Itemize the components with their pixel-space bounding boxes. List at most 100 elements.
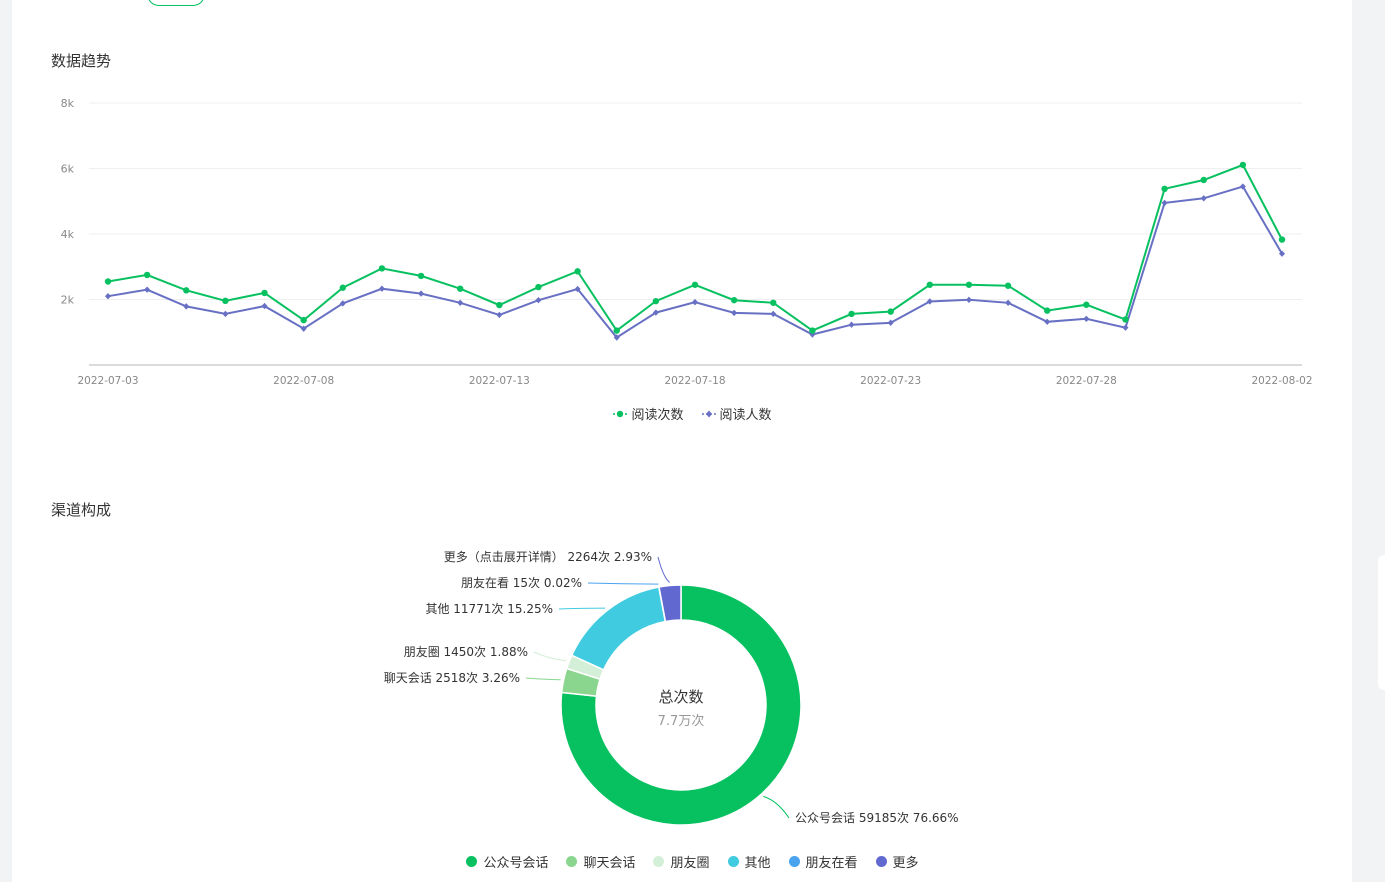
slice-label: 更多（点击展开详情） 2264次 2.93% — [444, 549, 652, 564]
data-point[interactable] — [652, 309, 659, 316]
legend-dot-icon — [875, 856, 887, 867]
data-point[interactable] — [378, 265, 386, 272]
data-point[interactable] — [1239, 183, 1246, 190]
data-point[interactable] — [848, 321, 855, 328]
data-point[interactable] — [1004, 282, 1012, 289]
data-point[interactable] — [1239, 161, 1247, 169]
data-point[interactable] — [104, 278, 112, 285]
side-tab[interactable] — [1378, 555, 1385, 690]
data-point[interactable] — [144, 286, 151, 293]
legend-item[interactable]: 聊天会话 — [566, 852, 635, 871]
slice-label: 朋友圈 1450次 1.88% — [404, 645, 528, 659]
data-point[interactable] — [378, 285, 385, 292]
legend-item[interactable]: 阅读人数 — [701, 404, 772, 423]
leader-line — [763, 795, 790, 819]
data-point[interactable] — [496, 301, 503, 309]
leader-line — [558, 607, 606, 610]
data-point[interactable] — [417, 272, 425, 280]
data-point[interactable] — [731, 309, 738, 317]
data-point[interactable] — [1161, 185, 1168, 193]
y-tick-label: 6k — [61, 163, 75, 176]
data-point[interactable] — [300, 316, 307, 324]
data-point[interactable] — [105, 293, 111, 300]
donut-slice[interactable] — [658, 584, 682, 623]
series-line-0 — [107, 163, 1283, 333]
data-point[interactable] — [1122, 316, 1129, 323]
legend-item[interactable]: 公众号会话 — [466, 852, 548, 871]
slice-label: 公众号会话 59185次 76.66% — [795, 811, 959, 825]
series-line-1 — [107, 185, 1283, 339]
data-point[interactable] — [1044, 307, 1051, 314]
data-point[interactable] — [770, 310, 777, 318]
data-point[interactable] — [1200, 176, 1207, 184]
legend-item[interactable]: 其他 — [727, 852, 771, 871]
data-point[interactable] — [535, 283, 542, 291]
data-point[interactable] — [457, 299, 464, 306]
data-point[interactable] — [887, 308, 894, 315]
data-point[interactable] — [457, 285, 464, 292]
data-point[interactable] — [1044, 318, 1051, 325]
y-tick-label: 2k — [61, 294, 75, 307]
data-point[interactable] — [691, 281, 699, 288]
data-point[interactable] — [613, 327, 620, 334]
data-point[interactable] — [143, 271, 151, 279]
data-point[interactable] — [965, 281, 973, 288]
top-filter-pill[interactable] — [147, 0, 205, 6]
data-point[interactable] — [770, 299, 777, 306]
x-tick-label: 2022-07-23 — [860, 375, 921, 387]
legend-item[interactable]: 阅读次数 — [613, 404, 684, 423]
donut-slice[interactable] — [570, 586, 667, 671]
data-point[interactable] — [887, 319, 894, 326]
data-point[interactable] — [1083, 301, 1090, 308]
data-point[interactable] — [1279, 250, 1285, 257]
data-point[interactable] — [1200, 195, 1207, 202]
data-point[interactable] — [574, 285, 581, 293]
data-point[interactable] — [965, 296, 972, 304]
trend-line-chart: 2k 4k 6k 8k 2022-07-03 2022-07-08 2022-07-13 20… — [61, 97, 1313, 387]
data-point[interactable] — [652, 297, 660, 305]
x-tick-label: 2022-07-18 — [664, 375, 725, 387]
data-point[interactable] — [261, 289, 268, 297]
data-point[interactable] — [613, 334, 620, 341]
donut-slice[interactable] — [560, 584, 802, 826]
data-point[interactable] — [222, 310, 229, 318]
data-point[interactable] — [1161, 199, 1168, 207]
x-tick-label: 2022-07-28 — [1056, 375, 1117, 387]
data-point[interactable] — [418, 290, 425, 297]
data-point[interactable] — [183, 303, 190, 310]
data-point[interactable] — [926, 281, 933, 288]
data-point[interactable] — [300, 325, 307, 332]
slice-label: 朋友在看 15次 0.02% — [461, 576, 582, 590]
data-point[interactable] — [222, 297, 229, 305]
data-point[interactable] — [339, 284, 346, 291]
data-point[interactable] — [261, 302, 268, 310]
legend-dot-icon — [466, 856, 478, 867]
data-point[interactable] — [496, 311, 503, 319]
data-point[interactable] — [1122, 324, 1129, 331]
slice-label: 其他 11771次 15.25% — [425, 602, 553, 616]
data-point[interactable] — [1083, 315, 1090, 323]
legend-dot-icon — [727, 856, 739, 867]
data-point[interactable] — [183, 287, 190, 294]
diamond-marker-icon — [701, 410, 716, 417]
legend-item[interactable]: 朋友在看 — [788, 852, 858, 871]
data-point[interactable] — [730, 296, 738, 304]
channel-legend: 公众号会话 聊天会话 朋友圈 其他 朋友在看 更多 — [0, 852, 1385, 871]
legend-item[interactable]: 更多 — [875, 852, 919, 871]
data-point[interactable] — [574, 268, 581, 275]
y-tick-label: 4k — [61, 228, 75, 241]
data-point[interactable] — [535, 296, 542, 304]
legend-dot-icon — [653, 856, 665, 867]
legend-label: 其他 — [744, 856, 771, 871]
data-point[interactable] — [1278, 236, 1286, 243]
x-tick-label: 2022-07-13 — [469, 375, 530, 387]
legend-dot-icon — [788, 856, 800, 867]
leader-line — [657, 556, 671, 583]
data-point[interactable] — [848, 310, 855, 318]
data-point[interactable] — [1005, 299, 1012, 306]
data-point[interactable] — [809, 327, 816, 334]
legend-item[interactable]: 朋友圈 — [653, 852, 710, 871]
data-point[interactable] — [339, 300, 346, 307]
data-point[interactable] — [692, 298, 698, 306]
